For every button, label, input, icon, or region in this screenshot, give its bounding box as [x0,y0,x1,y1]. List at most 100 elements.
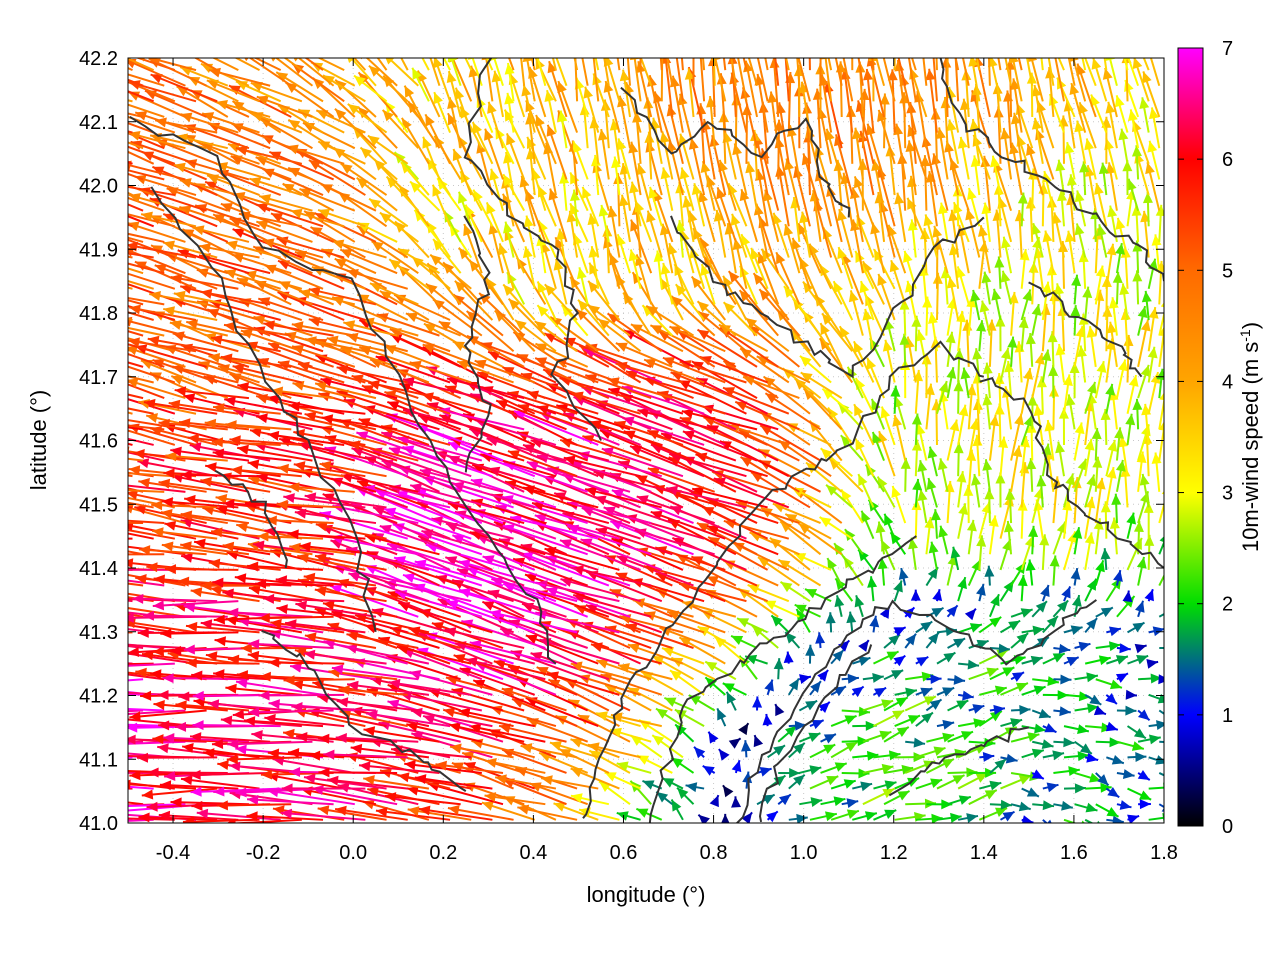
wind-vector-head [1085,496,1096,509]
wind-vector-head [244,58,249,62]
wind-vector-head [185,621,198,632]
wind-vector-head [773,745,786,756]
wind-vector-shaft [283,58,303,71]
wind-vector-head [932,225,943,238]
wind-vector-shaft [367,788,440,806]
wind-vector-shaft [495,399,567,431]
wind-vector-head [1127,814,1140,823]
wind-vector-head [918,264,929,277]
wind-vector-head [408,101,419,114]
wind-vector-shaft [128,90,155,103]
wind-vector-head [829,458,841,470]
terrain-contour-line [1028,281,1143,378]
wind-vector-head [846,809,859,819]
wind-vector-head [111,267,123,277]
wind-vector-head [619,69,630,82]
wind-vector-shaft [384,581,472,603]
wind-vector-shaft [675,58,684,102]
wind-vector-head [911,439,922,451]
wind-vector-head [268,699,280,710]
wind-vector-head [1068,766,1080,777]
wind-vector-head [285,619,297,630]
wind-vector-head [153,699,165,710]
wind-vector-head [390,334,403,344]
wind-vector-head [902,250,913,263]
wind-vector-head [1137,306,1148,318]
wind-vector-head [178,691,190,702]
wind-vector-head [713,209,724,222]
wind-vector-head [138,478,150,488]
wind-vector-head [355,26,365,38]
wind-vector-shaft [387,559,461,587]
wind-vector-shaft [128,311,154,321]
wind-vector-shaft [458,560,546,587]
wind-vector-shaft [376,313,440,337]
wind-vector-shaft [679,416,747,446]
wind-vector-head [958,503,968,516]
wind-vector-shaft [571,566,652,587]
y-tick-label: 41.2 [79,686,118,708]
wind-vector-head [557,81,567,94]
wind-vector-head [255,156,268,166]
wind-vector-head [732,143,743,156]
wind-vector-shaft [228,84,292,118]
wind-vector-head [1135,752,1147,763]
wind-vector-head [1061,33,1071,45]
wind-vector-head [235,744,247,755]
wind-vector-head [816,26,826,37]
wind-vector-head [1031,117,1042,130]
wind-vector-head [1095,477,1106,490]
wind-vector-head [982,362,993,375]
y-tick-label: 42.1 [79,112,118,134]
wind-vector-head [825,811,837,822]
wind-vector-head [682,430,695,441]
wind-vector-shaft [152,359,218,384]
wind-vector-shaft [304,413,377,431]
wind-vector-head [865,720,877,731]
wind-vector-head [526,461,539,471]
wind-vector-shaft [128,196,165,212]
wind-vector-head [1109,517,1120,529]
wind-vector-shaft [531,502,610,525]
wind-vector-shaft [265,518,334,525]
wind-vector-head [910,589,921,601]
wind-vector-shaft [128,383,165,400]
wind-vector-head [924,516,935,529]
wind-vector-head [265,515,277,526]
wind-vector-head [960,367,971,380]
wind-vector-head [853,176,864,189]
wind-vector-head [938,381,949,394]
wind-vector-head [1006,12,1016,24]
wind-vector-shaft [182,818,260,823]
wind-vector-head [757,252,768,265]
wind-vector-head [832,649,844,662]
wind-vector-shaft [330,535,419,556]
wind-vector-head [255,578,267,589]
wind-vector-head [283,675,295,686]
wind-vector-shaft [562,512,641,540]
wind-vector-shaft [333,565,419,587]
wind-vector-shaft [473,509,557,540]
wind-vector-head [74,538,86,548]
wind-vector-head [989,780,1002,791]
wind-vector-shaft [447,441,536,478]
wind-vector-head [161,497,174,508]
wind-vector-head [542,22,552,34]
wind-vector-head [277,463,289,474]
wind-vector-head [368,65,381,77]
wind-vector-head [432,184,442,197]
wind-vector-shaft [621,385,705,415]
wind-vector-head [116,279,128,288]
wind-vector-head [616,761,629,772]
wind-vector-head [101,485,112,495]
wind-vector-head [1127,109,1138,122]
wind-vector-shaft [447,807,514,821]
wind-vector-head [1080,45,1089,57]
wind-vector-head [72,601,84,611]
wind-vector-shaft [128,185,176,197]
wind-vector-head [163,306,176,317]
wind-vector-shaft [128,644,144,649]
wind-vector-head [1072,527,1083,539]
wind-vector-head [837,247,847,260]
wind-vector-shaft [128,532,154,540]
